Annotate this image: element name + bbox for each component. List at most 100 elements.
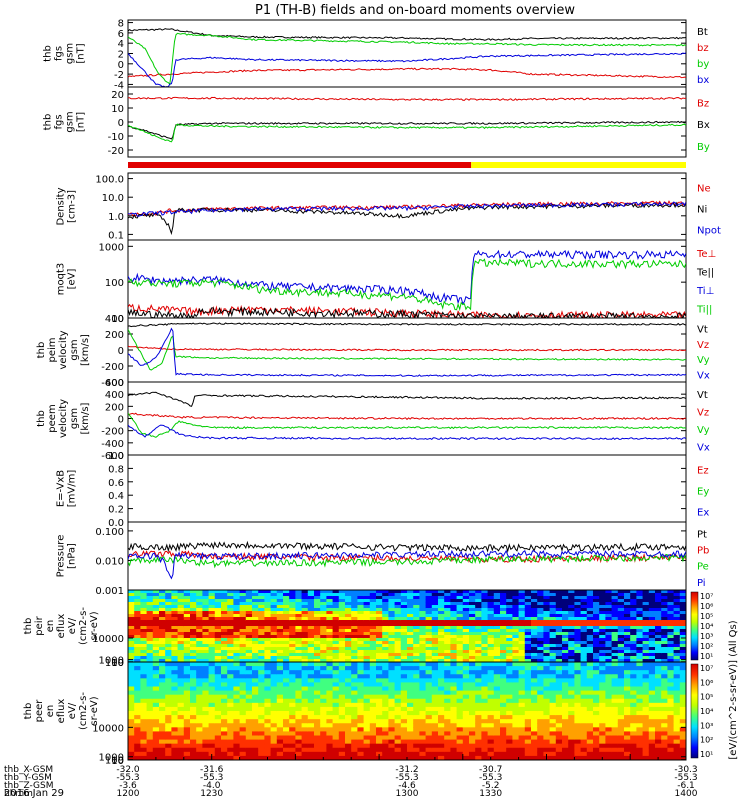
spectrogram-cell (562, 739, 569, 745)
spectrogram-cell (431, 638, 439, 642)
spectrogram-cell (190, 666, 197, 671)
spectrogram-cell (518, 626, 526, 630)
spectrogram-cell (531, 690, 538, 696)
spectrogram-cell (314, 635, 321, 639)
spectrogram-cell (617, 662, 625, 667)
spectrogram-cell (518, 632, 526, 636)
spectrogram-cell (667, 674, 675, 679)
spectrogram-cell (562, 632, 569, 636)
spectrogram-cell (171, 747, 179, 753)
spectrogram-cell (307, 731, 315, 737)
spectrogram-cell (444, 678, 451, 684)
spectrogram-cell (382, 614, 389, 618)
spectrogram-cell (264, 629, 272, 633)
spectrogram-cell (456, 723, 464, 728)
spectrogram-cell (617, 727, 625, 733)
spectrogram-cell (233, 706, 241, 712)
spectrogram-cell (574, 743, 582, 749)
spectrogram-cell (407, 638, 414, 642)
spectrogram-cell (630, 608, 637, 612)
spectrogram-cell (630, 690, 637, 696)
spectrogram-cell (642, 602, 650, 606)
spectrogram-cell (369, 751, 377, 757)
spectrogram-cell (543, 739, 551, 745)
spectrogram-cell (128, 755, 135, 760)
spectrogram-cell (642, 608, 650, 612)
spectrogram-cell (134, 727, 141, 733)
spectrogram-cell (407, 647, 414, 651)
spectrogram-cell (419, 644, 427, 648)
spectrogram-cell (599, 653, 606, 657)
spectrogram-cell (611, 602, 619, 606)
spectrogram-cell (518, 706, 526, 712)
spectrogram-cell (283, 751, 290, 757)
spectrogram-cell (493, 678, 501, 684)
y-tick-label: 10 (111, 658, 124, 669)
spectrogram-cell (537, 656, 544, 660)
y-tick-label: 8 (118, 19, 124, 30)
spectrogram-cell (221, 751, 228, 757)
spectrogram-cell (568, 739, 575, 745)
spectrogram-cell (617, 747, 625, 753)
spectrogram-cell (611, 599, 619, 603)
spectrogram-cell (636, 590, 644, 594)
spectrogram-cell (624, 614, 631, 618)
spectrogram-cell (599, 747, 606, 753)
spectrogram-cell (146, 719, 154, 724)
spectrogram-cell (301, 686, 309, 692)
spectrogram-cell (580, 727, 588, 733)
spectrogram-cell (307, 743, 315, 749)
spectrogram-cell (593, 747, 600, 753)
spectrogram-cell (580, 743, 588, 749)
spectrogram-cell (146, 690, 154, 696)
spectrogram-cell (152, 599, 160, 603)
spectrogram-cell (171, 702, 179, 708)
spectrogram-cell (624, 698, 631, 704)
spectrogram-cell (655, 641, 662, 645)
spectrogram-cell (295, 617, 303, 621)
spectrogram-cell (580, 605, 588, 609)
spectrogram-cell (667, 623, 675, 627)
spectrogram-cell (425, 638, 433, 642)
spectrogram-cell (239, 727, 247, 733)
spectrogram-cell (252, 602, 259, 606)
spectrogram-cell (165, 614, 172, 618)
spectrogram-cell (524, 719, 532, 724)
spectrogram-cell (655, 638, 662, 642)
spectrogram-cell (655, 706, 662, 712)
spectrogram-cell (630, 719, 637, 724)
spectrogram-cell (679, 644, 686, 648)
spectrogram-cell (419, 751, 427, 757)
spectrogram-cell (462, 698, 470, 704)
spectrogram-cell (369, 755, 377, 760)
spectrogram-cell (531, 653, 538, 657)
spectrogram-cell (549, 629, 557, 633)
spectrogram-cell (444, 666, 451, 671)
spectrogram-cell (407, 698, 414, 704)
spectrogram-cell (258, 702, 265, 708)
spectrogram-cell (394, 608, 402, 612)
spectrogram-cell (301, 698, 309, 704)
spectrogram-cell (140, 620, 148, 624)
spectrogram-cell (134, 593, 141, 597)
spectrogram-cell (245, 682, 253, 688)
spectrogram-cell (648, 719, 656, 724)
spectrogram-cell (605, 608, 613, 612)
spectrogram-cell (221, 641, 228, 645)
spectrogram-cell (258, 608, 265, 612)
spectrogram-cell (444, 719, 451, 724)
spectrogram-cell (400, 632, 408, 636)
spectrogram-cell (233, 739, 241, 745)
spectrogram-cell (605, 743, 613, 749)
spectrogram-cell (574, 690, 582, 696)
spectrogram-cell (630, 623, 637, 627)
spectrogram-cell (506, 650, 513, 654)
spectrogram-cell (673, 698, 681, 704)
spectrogram-cell (239, 706, 247, 712)
spectrogram-cell (543, 617, 551, 621)
spectrogram-cell (146, 686, 154, 692)
spectrogram-cell (661, 629, 668, 633)
spectrogram-cell (146, 617, 154, 621)
spectrogram-cell (605, 653, 613, 657)
spectrogram-cell (481, 608, 489, 612)
